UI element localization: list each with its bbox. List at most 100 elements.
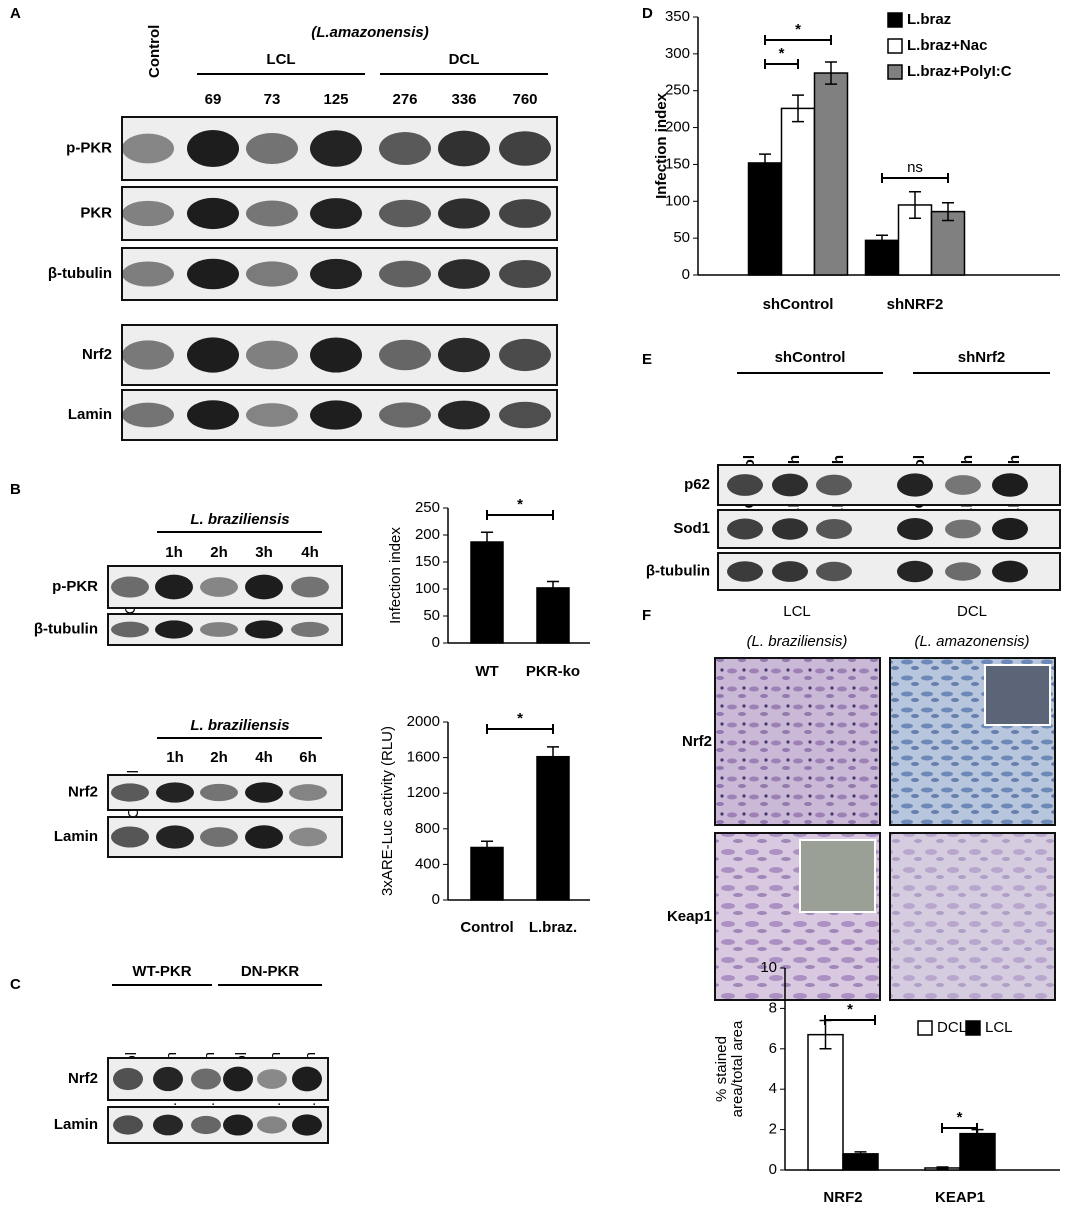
x-tick-label: WT — [475, 663, 498, 680]
blot-band — [289, 827, 327, 847]
blot-band — [438, 400, 490, 430]
significance-bracket — [764, 35, 832, 45]
blot-band — [113, 1067, 143, 1091]
x-tick-label: PKR-ko — [526, 663, 580, 680]
blot-band — [122, 402, 174, 428]
legend-label: L.braz+Nac — [907, 37, 987, 54]
x-tick-label: shNRF2 — [887, 296, 944, 313]
bar — [536, 587, 570, 644]
y-tick-label: 350 — [665, 8, 690, 25]
lane-label: 69 — [205, 91, 222, 108]
blot-band — [992, 560, 1028, 583]
y-tick-label: 2 — [769, 1121, 777, 1138]
error-bar — [825, 61, 837, 85]
blot-band — [191, 1115, 221, 1135]
blot-band — [245, 825, 283, 849]
significance-label: * — [779, 45, 785, 62]
significance-bracket — [486, 510, 554, 520]
blot-band — [992, 473, 1028, 497]
blot-band — [156, 782, 194, 803]
significance-label: * — [957, 1109, 963, 1126]
lane-label: 73 — [264, 91, 281, 108]
blot-row-label: PKR — [80, 204, 112, 221]
panel-letter: A — [10, 5, 21, 22]
blot-band — [897, 560, 933, 583]
blot-band — [438, 130, 490, 167]
y-tick-label: 8 — [769, 999, 777, 1016]
blot-band — [727, 518, 763, 540]
error-bar — [936, 1166, 949, 1170]
blot-band — [379, 199, 431, 228]
blot-band — [223, 1114, 253, 1136]
panel-letter: B — [10, 481, 21, 498]
blot-row-label: p62 — [684, 476, 710, 493]
species-label: L. braziliensis — [190, 511, 289, 528]
blot-band — [246, 403, 298, 427]
lane-label: 125 — [323, 91, 348, 108]
column-label: LCL — [783, 603, 811, 620]
blot-band — [200, 577, 238, 597]
panel-letter: E — [642, 351, 652, 368]
blot-band — [122, 200, 174, 227]
blot-band — [191, 1068, 221, 1090]
blot-band — [122, 133, 174, 164]
significance-label: * — [847, 1001, 853, 1018]
bar — [780, 107, 816, 276]
bar — [959, 1132, 996, 1171]
blot-band — [223, 1066, 253, 1092]
blot-band — [816, 474, 852, 496]
blot-band — [727, 561, 763, 582]
blot-row-label: Nrf2 — [68, 1070, 98, 1087]
y-tick-label: 6 — [769, 1040, 777, 1057]
error-bar — [942, 202, 954, 222]
legend-swatch — [887, 64, 903, 80]
blot-band — [379, 132, 431, 165]
blot-row-label: p-PKR — [52, 578, 98, 595]
inset-image — [799, 839, 876, 913]
blot-row-label: Keap1 — [667, 908, 712, 925]
blot-band — [200, 827, 238, 847]
panel-letter: C — [10, 976, 21, 993]
error-bar — [854, 1151, 867, 1157]
lane-label: Control — [146, 25, 163, 78]
blot-band — [153, 1066, 183, 1092]
blot-band — [246, 200, 298, 227]
error-bar — [481, 531, 493, 553]
blot-band — [246, 132, 298, 165]
bar — [813, 72, 849, 276]
column-label: (L. amazonensis) — [914, 633, 1029, 650]
blot-band — [187, 400, 239, 430]
y-tick-label: 4 — [769, 1080, 777, 1097]
error-bar — [876, 234, 888, 247]
blot-band — [111, 783, 149, 802]
blot-band — [289, 784, 327, 801]
blot-band — [945, 519, 981, 539]
y-tick-label: 250 — [415, 499, 440, 516]
y-axis-label: area/total area — [729, 1020, 746, 1117]
significance-bracket — [941, 1123, 978, 1133]
blot-row-label: Nrf2 — [682, 733, 712, 750]
blot-band — [379, 339, 431, 371]
lane-label: 2h — [210, 544, 228, 561]
error-bar — [547, 746, 559, 768]
inset-image — [984, 664, 1051, 726]
blot-row-label: Sod1 — [673, 520, 710, 537]
blot-band — [155, 574, 193, 600]
significance-bracket — [764, 59, 799, 69]
legend-swatch — [917, 1020, 933, 1036]
lane-label: 276 — [392, 91, 417, 108]
blot-band — [897, 517, 933, 541]
blot-band — [292, 1066, 322, 1092]
group-label: shNrf2 — [958, 349, 1006, 366]
blot-band — [499, 131, 551, 166]
y-axis-label: 3xARE-Luc activity (RLU) — [379, 726, 396, 896]
bar — [470, 541, 504, 644]
error-bar — [909, 190, 921, 219]
blot-band — [310, 337, 362, 373]
y-tick-label: 0 — [769, 1161, 777, 1178]
y-tick-label: 800 — [415, 820, 440, 837]
y-tick-label: 300 — [665, 45, 690, 62]
blot-band — [200, 783, 238, 802]
y-tick-label: 100 — [415, 580, 440, 597]
blot-band — [310, 400, 362, 430]
